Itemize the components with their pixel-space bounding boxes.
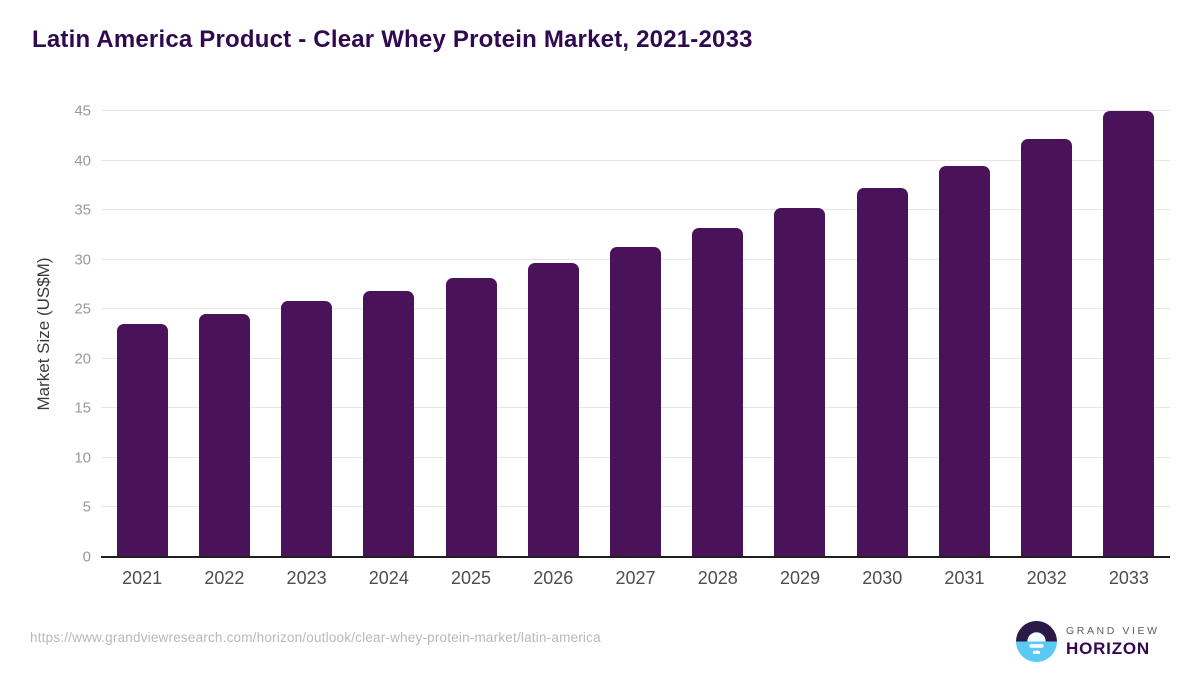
x-tick-label: 2029 <box>779 568 821 588</box>
x-tick-label: 2028 <box>697 568 738 588</box>
logo-brand-bottom: HORIZON <box>1066 638 1150 658</box>
bar-column: 2028 <box>677 111 759 588</box>
gridline <box>101 159 1170 161</box>
x-tick-label: 2026 <box>533 568 574 588</box>
y-tick-label: 20 <box>74 350 91 368</box>
bar-column: 2021 <box>101 111 183 588</box>
x-tick-label: 2031 <box>944 568 985 588</box>
bar-2024[interactable] <box>363 291 415 557</box>
x-axis-line <box>101 556 1170 558</box>
x-tick-label: 2024 <box>368 568 409 588</box>
y-axis-title: Market Size (US$M) <box>34 257 53 411</box>
bar-2030[interactable] <box>856 188 908 557</box>
bar-column: 2027 <box>594 111 676 588</box>
y-tick-label: 45 <box>74 102 91 120</box>
horizon-logo-icon <box>1016 621 1057 662</box>
bar-column: 2025 <box>430 111 512 588</box>
y-tick-label: 5 <box>82 498 91 516</box>
bar-2025[interactable] <box>445 277 497 557</box>
bar-2021[interactable] <box>116 324 168 557</box>
plot-area: 0 5 10 15 20 25 30 35 40 45 2021 2022 2023 2024 2025 2… <box>74 103 1170 588</box>
gridline <box>101 209 1170 211</box>
bar-column: 2032 <box>1006 111 1088 588</box>
y-tick-label: 30 <box>74 251 91 269</box>
y-tick-label: 0 <box>82 548 91 566</box>
brand-logo: GRAND VIEW HORIZON <box>1016 621 1160 662</box>
x-tick-label: 2022 <box>204 568 245 588</box>
bar-column: 2023 <box>265 111 347 588</box>
x-tick-label: 2021 <box>122 568 163 588</box>
x-tick-label: 2023 <box>286 568 327 588</box>
y-tick-label: 15 <box>74 399 91 417</box>
bar-2033[interactable] <box>1103 111 1155 557</box>
bar-column: 2031 <box>923 111 1005 588</box>
y-tick-label: 10 <box>74 449 91 467</box>
bar-2022[interactable] <box>198 314 250 557</box>
logo-brand-top: GRAND VIEW <box>1066 624 1160 637</box>
bars: 2021 2022 2023 2024 2025 2026 2027 2028 2029 2030… <box>101 111 1170 588</box>
bar-2023[interactable] <box>281 301 333 557</box>
bar-2026[interactable] <box>527 262 579 557</box>
bar-column: 2030 <box>841 111 923 588</box>
y-tick-label: 25 <box>74 300 91 318</box>
x-tick-label: 2025 <box>451 568 492 588</box>
gridline <box>101 110 1170 111</box>
source-url: https://www.grandviewresearch.com/horizo… <box>30 630 601 645</box>
bar-2028[interactable] <box>692 227 744 557</box>
y-tick-label: 35 <box>74 201 91 219</box>
chart-title: Latin America Product - Clear Whey Prote… <box>32 26 753 53</box>
bar-column: 2029 <box>759 111 841 588</box>
x-tick-label: 2032 <box>1026 568 1067 588</box>
bar-column: 2033 <box>1088 111 1170 588</box>
bar-column: 2022 <box>183 111 265 588</box>
bar-column: 2026 <box>512 111 594 588</box>
x-tick-label: 2030 <box>862 568 903 588</box>
y-tick-label: 40 <box>74 152 91 170</box>
bar-2031[interactable] <box>938 165 990 557</box>
bar-2032[interactable] <box>1021 138 1073 557</box>
bar-2029[interactable] <box>774 208 826 557</box>
x-tick-label: 2033 <box>1108 568 1149 588</box>
x-tick-label: 2027 <box>615 568 656 588</box>
bar-column: 2024 <box>348 111 430 588</box>
bar-2027[interactable] <box>610 246 662 557</box>
logo-text: GRAND VIEW HORIZON <box>1066 625 1160 659</box>
